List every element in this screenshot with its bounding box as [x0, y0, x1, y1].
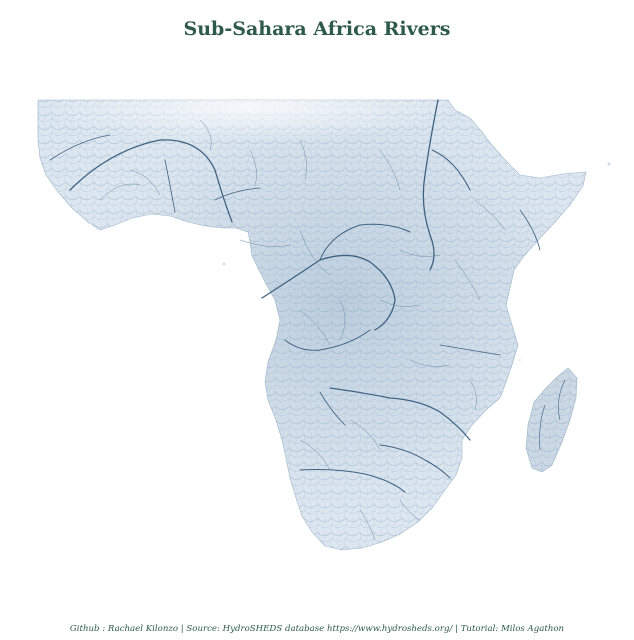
- madagascar: [525, 367, 578, 473]
- river-niger: [69, 139, 233, 223]
- river-nile: [422, 99, 439, 271]
- river-benue: [214, 187, 261, 201]
- mainland-africa: [37, 99, 587, 551]
- major-rivers: [49, 99, 541, 493]
- river-senegal: [49, 134, 111, 161]
- river-limpopo: [379, 444, 451, 479]
- river-orange: [299, 468, 406, 493]
- river-zambezi: [329, 387, 471, 441]
- river-okavango: [319, 391, 346, 426]
- river-congo: [261, 254, 396, 331]
- small-islands: [222, 162, 611, 361]
- river-volta: [164, 159, 176, 213]
- map-caption: Github : Rachael Kilonzo | Source: Hydro…: [69, 624, 565, 634]
- minor-rivers: [99, 119, 506, 541]
- river-shebelle: [519, 209, 541, 251]
- river-kasai: [284, 329, 371, 351]
- river-ubangi: [319, 223, 411, 261]
- river-rufiji: [439, 344, 501, 356]
- map-title: Sub-Sahara Africa Rivers: [183, 18, 451, 40]
- river-blue-nile: [431, 149, 471, 191]
